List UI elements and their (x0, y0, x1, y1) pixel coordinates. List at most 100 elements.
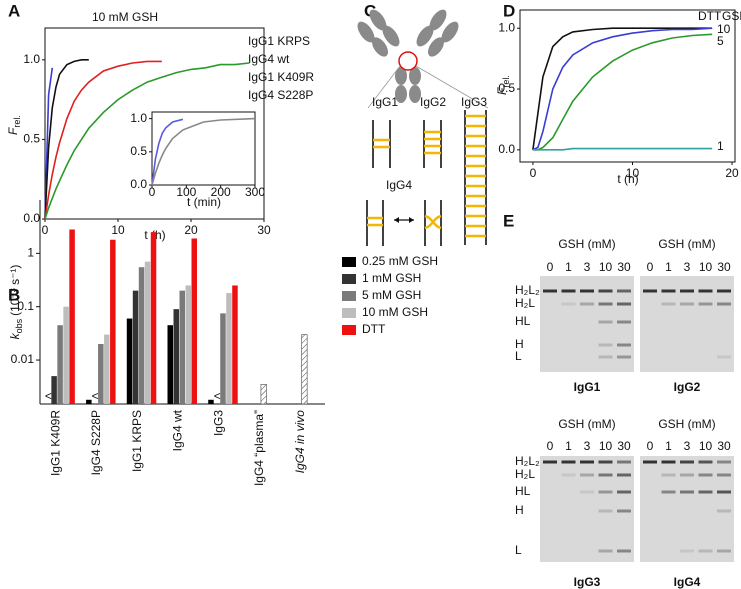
gel-band (680, 302, 694, 306)
gel-band (617, 289, 631, 293)
y-tick-label: 0.5 (23, 132, 40, 146)
gel-lane-label: 3 (684, 439, 691, 453)
diagram-label: IgG4 (386, 178, 412, 192)
gel-lane-label: 10 (699, 439, 713, 453)
y-axis-label-sub: rel. (12, 115, 22, 128)
gel-lane-label: 30 (717, 260, 731, 274)
series-label: 1 (717, 139, 724, 153)
gel-name: IgG2 (674, 380, 701, 394)
gel-band (617, 460, 631, 464)
gel-band (698, 473, 713, 477)
gel-band (698, 289, 713, 293)
series-label: 10 (717, 22, 731, 36)
gel-band-label: H₂L₂ (515, 283, 540, 297)
gel-band (598, 289, 613, 293)
gel-lane-label: 10 (699, 260, 713, 274)
legend-swatch (342, 308, 356, 318)
gel-band (717, 549, 731, 553)
gel-band (680, 549, 694, 553)
gel-band (598, 320, 613, 324)
x-tick-label: 0 (42, 223, 49, 237)
gel-band (617, 320, 631, 324)
x-tick-label: 30 (257, 223, 271, 237)
gel-band (680, 289, 694, 293)
gel-band (617, 343, 631, 347)
line-series (151, 118, 184, 186)
gel-header: GSH (mM) (558, 237, 615, 251)
gel-band (661, 460, 676, 464)
value-label: < (92, 389, 99, 403)
x-tick-label: IgG4 wt (171, 409, 185, 451)
gel-lane-label: 3 (584, 439, 591, 453)
annotation: GSH (722, 9, 741, 23)
line-series (532, 27, 713, 150)
gel-band (598, 343, 613, 347)
bar (138, 267, 145, 404)
gel-lane-label: 10 (599, 439, 613, 453)
gel-band (598, 302, 613, 306)
y-axis-label: Frel. (6, 115, 22, 135)
x-tick-label: 0 (530, 166, 537, 180)
value-label: < (214, 389, 221, 403)
line-series (151, 117, 256, 186)
gel-band (680, 473, 694, 477)
bar (173, 309, 179, 404)
series-label: IgG1 KRPS (248, 34, 310, 48)
legend-swatch (342, 257, 356, 267)
gel-lane-label: 30 (617, 260, 631, 274)
gel-lane-label: 0 (547, 439, 554, 453)
series-label: IgG1 K409R (248, 70, 314, 84)
gel-band-label: H₂L₂ (515, 454, 540, 468)
x-tick-label: 200 (211, 185, 231, 199)
gel-band (580, 302, 594, 306)
gel-band (617, 355, 631, 359)
bar (301, 334, 308, 405)
gel-band (661, 473, 676, 477)
gel-band (680, 460, 694, 464)
gel-band (643, 460, 657, 464)
y-tick-label: 1.0 (130, 111, 147, 125)
gel-image (540, 456, 634, 562)
x-tick-label: 300 (245, 185, 265, 199)
gel-band (561, 460, 576, 464)
bar (132, 290, 139, 404)
line-series (532, 27, 713, 151)
x-tick-label: IgG1 K409R (49, 410, 63, 476)
x-tick-label: 20 (184, 223, 198, 237)
bar (220, 313, 226, 404)
panel-label: D (503, 1, 515, 20)
panel-label: B (8, 285, 20, 304)
gel-band-label: H₂L (515, 467, 535, 481)
y-axis-label-main: F (495, 87, 509, 95)
gel-image (640, 456, 734, 562)
bar (57, 325, 63, 404)
legend-label: 10 mM GSH (362, 305, 428, 319)
plot-frame (519, 9, 736, 163)
y-tick-label: 1.0 (23, 52, 40, 66)
legend-swatch (342, 274, 356, 284)
gel-band-label: H (515, 337, 524, 351)
y-axis-label: Frel. (495, 75, 511, 95)
gel-band (598, 460, 613, 464)
gel-band (643, 289, 657, 293)
y-axis-label-main: k (8, 332, 22, 339)
legend-label: 5 mM GSH (362, 288, 421, 302)
gel-band (580, 490, 594, 494)
bar (63, 306, 69, 404)
line-series (44, 60, 162, 220)
y-tick-label: 0.0 (130, 177, 147, 191)
y-tick-label: 1.0 (498, 20, 515, 34)
series-label: IgG4 S228P (248, 88, 313, 102)
bar (126, 318, 133, 404)
y-axis-label-unit: (10⁻³ s⁻¹) (8, 265, 22, 316)
diagram-label: IgG1 (372, 95, 398, 109)
gel-lane-label: 0 (647, 439, 654, 453)
plot-frame (44, 27, 265, 220)
x-tick-label: 10 (626, 166, 640, 180)
gel-header: GSH (mM) (558, 417, 615, 431)
gel-band (661, 302, 676, 306)
bar (98, 343, 104, 404)
diagram-label: IgG3 (461, 95, 487, 109)
gel-lane-label: 10 (599, 260, 613, 274)
